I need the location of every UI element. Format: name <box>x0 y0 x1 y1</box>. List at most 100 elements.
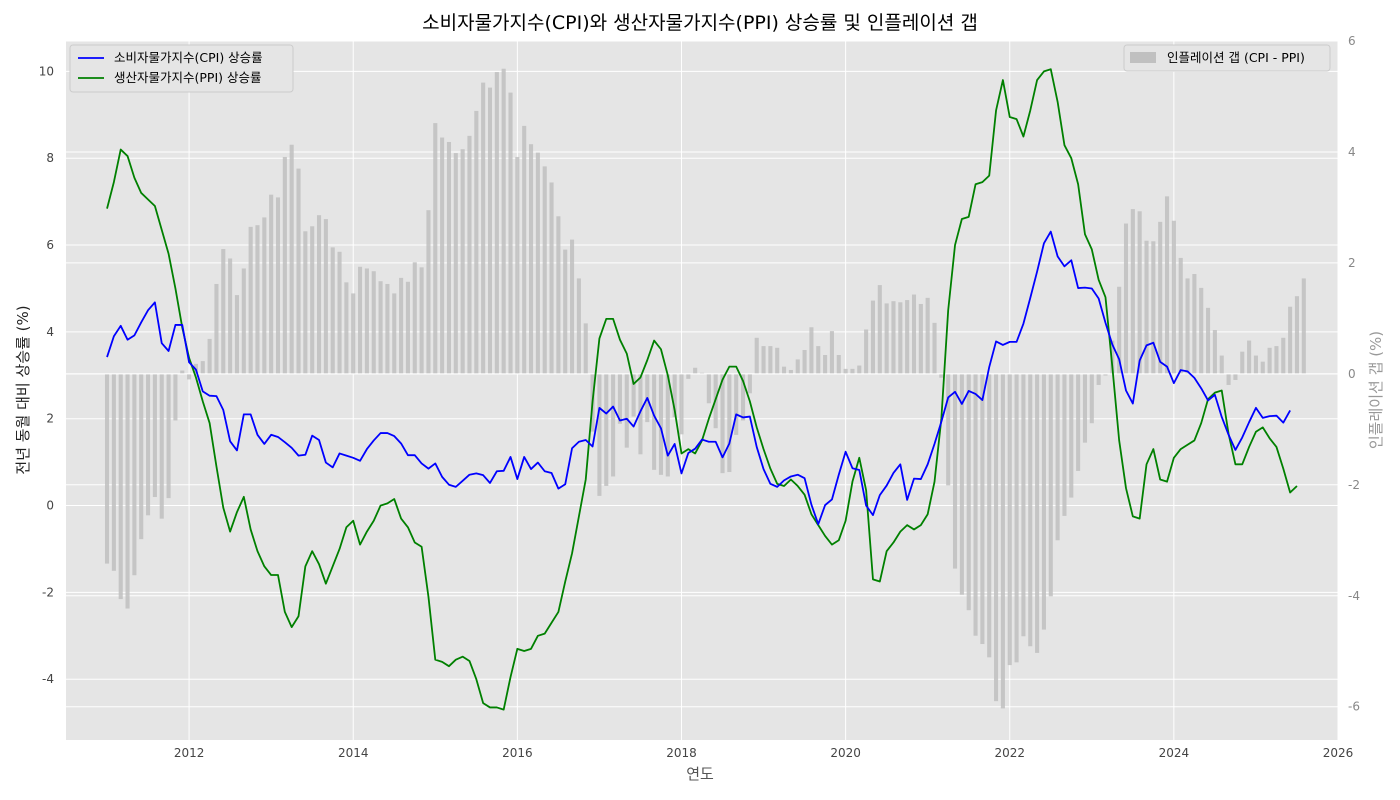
gap-bar <box>829 331 834 374</box>
x-tick-labels: 2012 2014 2016 2018 2020 2022 2024 2026 <box>174 746 1353 760</box>
x-tick-2020: 2020 <box>830 746 861 760</box>
gap-bar <box>494 72 499 374</box>
gap-bar <box>337 251 342 374</box>
gap-bar <box>1041 373 1046 630</box>
gap-bar <box>200 361 205 374</box>
legend-right: 인플레이션 갭 (CPI - PPI) <box>1123 44 1331 72</box>
gap-bar <box>508 92 513 374</box>
gap-bar <box>364 268 369 374</box>
gap-bar <box>1028 373 1033 647</box>
y-tick--4: -4 <box>42 672 54 686</box>
gap-bar <box>973 373 978 636</box>
gap-bar <box>330 247 335 374</box>
gap-bar <box>747 373 752 394</box>
gap-bar <box>132 373 137 576</box>
gap-bar <box>316 215 322 374</box>
gap-bar <box>1055 373 1060 541</box>
gap-bar <box>624 373 629 448</box>
gap-bar <box>576 278 581 374</box>
gap-bar <box>1014 373 1019 663</box>
gap-bar <box>296 168 301 374</box>
gap-bar <box>740 373 746 421</box>
gap-bar <box>905 300 910 374</box>
gap-bar <box>474 110 479 374</box>
gap-bar <box>1219 355 1224 374</box>
y-tick-10: 10 <box>39 64 54 78</box>
gap-bar <box>693 367 698 374</box>
gap-bar <box>467 135 472 374</box>
series-line-cpi <box>106 230 1291 526</box>
y2-tick--6: -6 <box>1348 700 1360 714</box>
gap-bar <box>1267 347 1272 374</box>
gap-bar <box>549 182 554 374</box>
gap-bar <box>836 355 841 374</box>
gap-bar <box>1117 286 1122 374</box>
gap-bar <box>775 347 780 374</box>
gap-bar <box>918 303 923 374</box>
gap-bar <box>542 166 547 374</box>
gap-bar <box>570 239 575 374</box>
gap-bar <box>768 346 773 374</box>
gap-bar <box>1048 373 1053 597</box>
gap-bar <box>1062 373 1067 516</box>
gap-bar <box>392 293 397 374</box>
gap-bar <box>583 323 588 374</box>
gap-bar <box>275 197 281 374</box>
gap-bar <box>255 225 260 374</box>
gap-bar <box>734 373 739 435</box>
y-tick-6: 6 <box>46 238 54 252</box>
gap-bar <box>1007 373 1012 666</box>
gap-bar <box>159 373 164 519</box>
y2-tick-0: 0 <box>1348 367 1356 381</box>
gap-bar <box>351 293 356 374</box>
gap-bar <box>795 359 800 374</box>
gap-bar <box>481 82 486 374</box>
gap-bar <box>399 277 404 374</box>
gap-bar <box>269 194 274 374</box>
y2-tick-4: 4 <box>1348 145 1356 159</box>
y-tick-labels: -4 -2 0 2 4 6 8 10 <box>39 64 54 686</box>
gap-bar <box>419 267 424 374</box>
gap-bar <box>809 327 814 374</box>
x-tick-2018: 2018 <box>666 746 697 760</box>
gap-bar <box>323 219 328 374</box>
gap-bar <box>611 373 616 477</box>
gap-bar <box>1151 241 1156 374</box>
gap-bar <box>1076 373 1081 471</box>
gap-bar <box>1294 296 1300 374</box>
gap-bar <box>1185 278 1190 374</box>
gap-bar <box>446 141 452 374</box>
gap-bar <box>1103 373 1108 376</box>
gap-bar <box>939 373 944 378</box>
gap-bar <box>234 295 240 374</box>
y-axis-title: 전년 동월 대비 상승률 (%) <box>14 305 32 474</box>
inflation-gap-bars <box>104 68 1306 709</box>
gap-bar <box>665 373 670 477</box>
gap-bar <box>440 137 445 374</box>
gap-bar <box>699 372 705 374</box>
legend-cpi-label: 소비자물가지수(CPI) 상승률 <box>114 50 263 65</box>
gap-bar <box>104 373 110 564</box>
gap-bar <box>460 149 465 374</box>
gap-bar <box>686 373 691 379</box>
gap-bar <box>782 366 787 374</box>
gap-bar <box>850 368 855 374</box>
gap-bar <box>125 373 130 609</box>
gap-bar <box>535 152 540 374</box>
gap-bar <box>638 373 643 455</box>
gap-bar <box>282 156 287 374</box>
gap-bar <box>911 294 917 374</box>
gap-bar <box>980 373 985 645</box>
gap-bar <box>1069 373 1074 498</box>
gap-bar <box>385 283 390 374</box>
gap-bar <box>720 373 725 474</box>
gap-bar <box>344 282 349 374</box>
x-tick-2026: 2026 <box>1323 746 1354 760</box>
gap-bar <box>563 249 568 374</box>
gap-bar <box>1082 373 1088 443</box>
legend-right-box <box>1123 44 1331 72</box>
gap-bar <box>925 297 930 374</box>
gap-bar <box>515 156 520 374</box>
gap-bar <box>727 373 732 473</box>
